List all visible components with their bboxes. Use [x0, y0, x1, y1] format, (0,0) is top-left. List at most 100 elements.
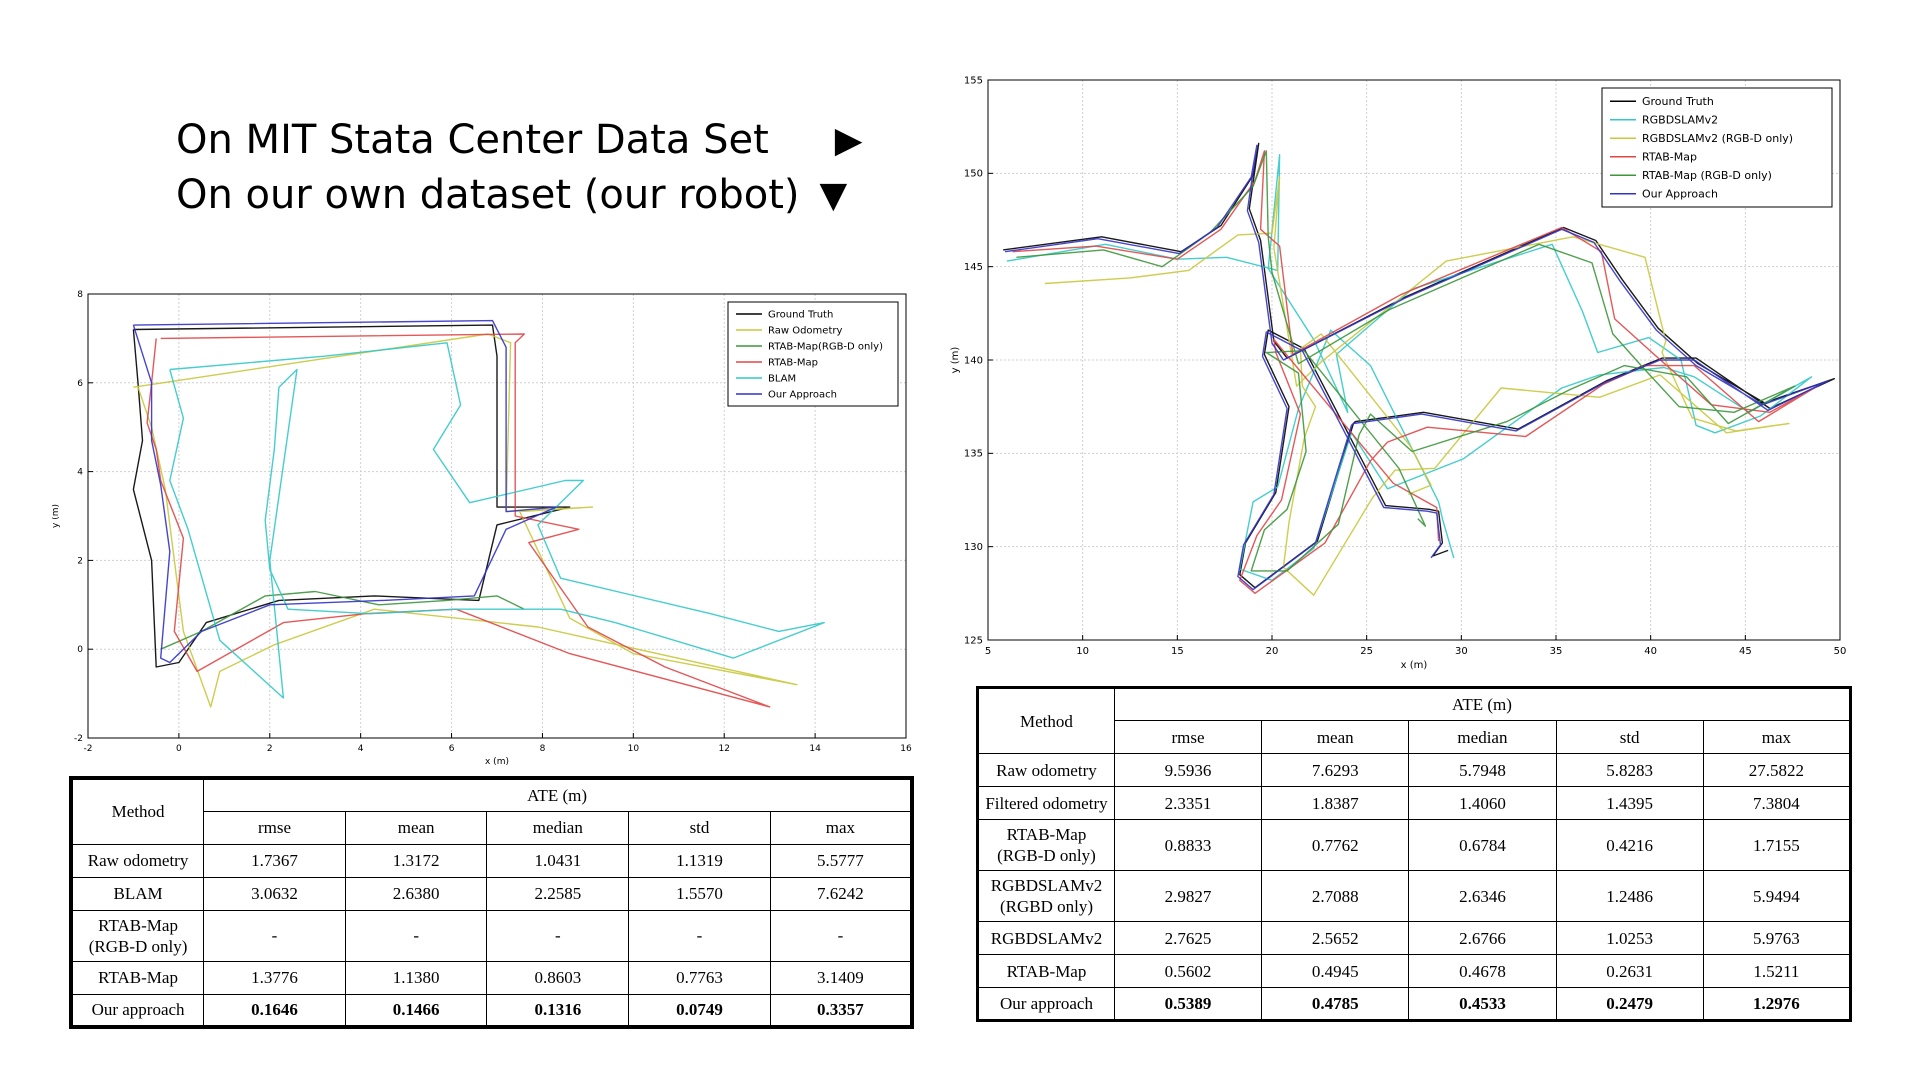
- column-header-mean: mean: [1261, 720, 1410, 754]
- column-header-std: std: [628, 810, 771, 845]
- value-cell: 0.1316: [486, 993, 630, 1028]
- value-cell: 0.5389: [1113, 987, 1263, 1022]
- column-header-rmse: rmse: [203, 810, 346, 845]
- legend-entry: Our Approach: [768, 389, 837, 400]
- headline-text-stata: On MIT Stata Center Data Set: [176, 117, 769, 163]
- series-line-4: [1016, 150, 1796, 572]
- value-cell: 0.4785: [1261, 987, 1410, 1022]
- value-cell: 3.1409: [769, 960, 913, 995]
- value-cell: 5.9494: [1702, 870, 1852, 923]
- value-cell: 0.1646: [203, 993, 346, 1028]
- y-tick-label: 150: [964, 169, 983, 180]
- method-cell: RTAB-Map (RGB-D only): [70, 909, 205, 962]
- value-cell: 0.0749: [628, 993, 771, 1028]
- value-cell: 5.5777: [769, 843, 913, 878]
- value-cell: 2.7625: [1113, 921, 1263, 956]
- x-tick-label: 10: [628, 744, 640, 754]
- ate-table-own-dataset: Method ATE (m) rmse mean median std max Raw odo…: [69, 776, 914, 1030]
- column-header-median: median: [1408, 720, 1557, 754]
- value-cell: -: [344, 909, 488, 962]
- value-cell: 1.0431: [486, 843, 630, 878]
- column-header-mean: mean: [344, 810, 488, 845]
- value-cell: 7.6242: [769, 876, 913, 911]
- value-cell: -: [628, 909, 771, 962]
- value-cell: -: [203, 909, 346, 962]
- trajectory-plot-stata-center: 5 10 15 20 25 30 35 40 45 50 125 130 135 140 145 150 155…: [950, 75, 1846, 671]
- series-line-5: [1004, 144, 1830, 591]
- series-line-5: [132, 319, 557, 664]
- y-tick-label: 2: [77, 556, 83, 566]
- series-line-1: [133, 333, 798, 708]
- legend-entry: RGBDSLAMv2: [1642, 113, 1718, 126]
- x-tick-label: 0: [176, 744, 182, 754]
- method-header: Method: [70, 777, 205, 845]
- headline-line-1: On MIT Stata Center Data Set ▶: [176, 113, 862, 168]
- value-cell: 1.2976: [1702, 987, 1852, 1022]
- series-line-2: [160, 590, 525, 650]
- y-tick-label: 4: [77, 468, 83, 478]
- legend-entry: Our Approach: [1642, 187, 1718, 200]
- table-row: Filtered odometry 2.3351 1.8387 1.4060 1.439…: [977, 786, 1852, 820]
- column-header-rmse: rmse: [1113, 720, 1263, 754]
- trajectory-plot-own-dataset: -2 0 2 4 6 8 10 12 14 16 -2 0 2 4 6 8 x (m) y (m) Ground T…: [52, 290, 912, 767]
- legend-entry: RTAB-Map: [1642, 150, 1697, 163]
- legend-entry: RTAB-Map: [768, 357, 818, 368]
- value-cell: 2.6766: [1408, 921, 1557, 956]
- table-subheader-row: rmse mean median std max: [71, 810, 913, 845]
- x-tick-label: 6: [449, 744, 455, 754]
- series-line-3: [1012, 150, 1818, 594]
- x-tick-label: 14: [809, 744, 821, 754]
- value-cell: 0.2631: [1555, 954, 1704, 989]
- value-cell: 0.3357: [769, 993, 913, 1028]
- x-tick-label: 10: [1076, 646, 1089, 657]
- series-line-0: [1003, 142, 1835, 589]
- value-cell: 2.6380: [344, 876, 488, 911]
- table-row: RTAB-Map 0.5602 0.4945 0.4678 0.2631 1.5211: [977, 954, 1852, 989]
- plot-frame: [87, 293, 907, 739]
- value-cell: 0.5602: [1113, 954, 1263, 989]
- method-cell: RGBDSLAMv2: [977, 921, 1115, 956]
- method-cell: Our approach: [70, 993, 205, 1028]
- value-cell: 0.8603: [486, 960, 630, 995]
- value-cell: 2.7088: [1261, 870, 1410, 923]
- value-cell: 0.4678: [1408, 954, 1557, 989]
- value-cell: 1.3776: [203, 960, 346, 995]
- method-header: Method: [977, 687, 1115, 754]
- value-cell: 1.7155: [1702, 818, 1852, 872]
- down-arrow-icon: ▼: [819, 175, 848, 216]
- y-tick-label: 6: [77, 379, 83, 389]
- y-tick-label: 155: [964, 75, 983, 86]
- value-cell: 2.9827: [1113, 870, 1263, 923]
- legend-box: [727, 301, 899, 407]
- value-cell: 1.4060: [1408, 786, 1557, 820]
- headline-text-own-dataset: On our own dataset (our robot): [176, 172, 800, 218]
- method-cell: RGBDSLAMv2 (RGBD only): [977, 870, 1115, 923]
- value-cell: 1.3172: [344, 843, 488, 878]
- x-tick-label: 40: [1644, 646, 1657, 657]
- series-line-3: [146, 333, 771, 708]
- y-tick-label: -2: [74, 734, 83, 744]
- column-header-std: std: [1555, 720, 1704, 754]
- value-cell: 5.8283: [1555, 753, 1704, 787]
- y-tick-label: 135: [964, 449, 983, 460]
- x-tick-label: -2: [84, 744, 93, 754]
- x-tick-label: 45: [1739, 646, 1752, 657]
- legend-entry: Raw Odometry: [768, 325, 842, 336]
- legend-entry: Ground Truth: [1642, 95, 1714, 108]
- table-row: Our approach 0.1646 0.1466 0.1316 0.0749 0.33…: [70, 993, 913, 1028]
- value-cell: 0.8833: [1113, 818, 1263, 872]
- slide-headline: On MIT Stata Center Data Set ▶ On our ow…: [176, 113, 862, 223]
- value-cell: 1.2486: [1555, 870, 1704, 923]
- x-tick-label: 15: [1171, 646, 1184, 657]
- value-cell: 1.5211: [1702, 954, 1852, 989]
- x-tick-label: 5: [985, 646, 991, 657]
- table-subheader-row: rmse mean median std max: [978, 720, 1852, 754]
- method-cell: Raw odometry: [977, 753, 1115, 787]
- value-cell: 1.7367: [203, 843, 346, 878]
- value-cell: 0.4945: [1261, 954, 1410, 989]
- method-cell: RTAB-Map: [70, 960, 205, 995]
- x-axis-label: x (m): [1401, 660, 1428, 671]
- legend-entry: RGBDSLAMv2 (RGB-D only): [1642, 132, 1793, 145]
- table-header-row: Method ATE (m): [70, 777, 913, 845]
- play-arrow-icon: ▶: [834, 120, 863, 161]
